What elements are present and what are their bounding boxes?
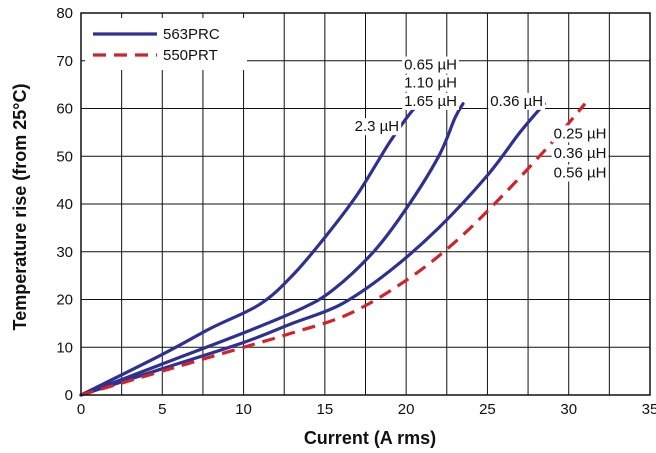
- inductance-label-bg: [402, 74, 459, 92]
- inductance-label-bg: [488, 92, 546, 110]
- annotations: 2.3 µH 0.65 µH1.10 µH1.65 µH 0.36 µH 0.25 µ…: [352, 56, 609, 182]
- x-tick-label: 0: [77, 401, 85, 418]
- inductance-label: 1.10 µH: [404, 75, 457, 92]
- y-tick-label: 70: [56, 53, 73, 70]
- y-tick-label: 60: [56, 101, 73, 118]
- x-tick-labels: 0 5 10 15 20 25 30 35: [77, 401, 656, 418]
- inductance-label-bg: [551, 164, 609, 182]
- y-tick-label: 10: [56, 339, 73, 356]
- inductance-label-bg: [352, 118, 402, 136]
- legend-label: 563PRC: [163, 26, 220, 43]
- inductance-label: 1.65 µH: [404, 93, 457, 110]
- legend: 563PRC 550PRT: [85, 18, 247, 70]
- y-axis-title: Temperature rise (from 25°C): [10, 84, 30, 331]
- series-group: [79, 102, 587, 397]
- inductance-label-bg: [402, 92, 459, 110]
- inductance-label: 0.65 µH: [404, 57, 457, 74]
- series-line-563prc-1: [79, 102, 428, 397]
- inductance-label: 0.36 µH: [490, 93, 543, 110]
- series-line-550prt-4: [80, 102, 587, 397]
- y-tick-label: 20: [56, 292, 73, 309]
- x-axis-title: Current (A rms): [304, 428, 436, 448]
- x-tick-label: 35: [642, 401, 656, 418]
- series-line-563prc-2: [79, 102, 465, 397]
- inductance-label: 0.56 µH: [554, 164, 607, 181]
- inductance-label-bg: [551, 125, 609, 143]
- x-tick-label: 5: [158, 401, 166, 418]
- legend-label: 550PRT: [163, 47, 218, 64]
- grid: [81, 13, 650, 395]
- y-tick-label: 0: [65, 387, 73, 404]
- inductance-label: 2.3 µH: [355, 118, 400, 135]
- x-tick-label: 15: [317, 401, 334, 418]
- x-tick-label: 25: [479, 401, 496, 418]
- y-tick-label: 50: [56, 148, 73, 165]
- y-tick-label: 80: [56, 5, 73, 22]
- x-tick-label: 20: [398, 401, 415, 418]
- plot-frame: [80, 12, 651, 396]
- series-line-563prc-3: [79, 102, 546, 397]
- inductance-label: 0.36 µH: [554, 145, 607, 162]
- x-tick-label: 10: [235, 401, 252, 418]
- y-tick-label: 30: [56, 244, 73, 261]
- inductance-label-bg: [551, 144, 609, 162]
- legend-box: [85, 18, 247, 70]
- x-tick-label: 30: [560, 401, 577, 418]
- y-tick-label: 40: [56, 196, 73, 213]
- y-tick-labels: 0 10 20 30 40 50 60 70 80: [56, 5, 73, 404]
- inductance-label: 0.25 µH: [554, 125, 607, 142]
- inductance-label-bg: [402, 56, 459, 74]
